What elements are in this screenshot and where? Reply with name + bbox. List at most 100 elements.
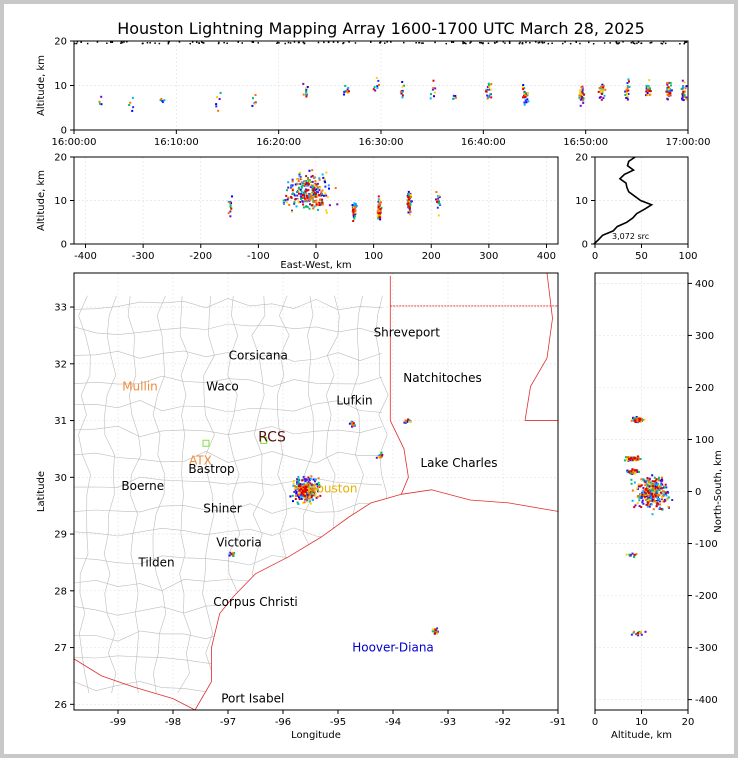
source-point: [631, 472, 634, 474]
source-point: [306, 182, 309, 185]
source-point: [636, 487, 639, 490]
source-point: [547, 42, 550, 45]
source-point: [490, 96, 493, 99]
source-point: [651, 513, 654, 516]
source-point: [438, 201, 441, 204]
source-point: [645, 488, 647, 491]
source-point: [286, 189, 288, 192]
source-point: [406, 200, 409, 203]
source-point: [644, 497, 647, 500]
source-point: [307, 189, 310, 192]
source-point: [647, 504, 650, 506]
source-point: [670, 84, 672, 87]
source-point: [304, 480, 307, 483]
source-point: [283, 202, 285, 205]
source-point: [308, 181, 311, 184]
source-point: [377, 214, 380, 217]
source-point: [637, 485, 640, 488]
place-label-corpus-christi: Corpus Christi: [213, 595, 298, 609]
source-point: [304, 478, 307, 481]
source-point: [525, 101, 528, 104]
source-point: [310, 486, 313, 489]
source-point: [655, 491, 657, 494]
source-point: [660, 507, 663, 510]
source-point: [76, 41, 79, 43]
source-point: [300, 181, 303, 184]
source-point: [683, 95, 686, 98]
source-point: [640, 418, 643, 421]
source-point: [376, 85, 379, 88]
source-point: [654, 485, 657, 488]
source-point: [304, 487, 306, 490]
source-point: [308, 497, 311, 500]
source-point: [302, 41, 305, 44]
source-point: [485, 88, 488, 91]
source-point: [637, 456, 640, 459]
source-point: [409, 203, 412, 206]
source-point: [321, 201, 324, 204]
source-point: [303, 184, 306, 187]
source-point: [301, 479, 304, 482]
source-point: [287, 186, 290, 189]
y-tick-label: 30: [54, 473, 67, 484]
source-point: [649, 500, 652, 502]
source-point: [454, 95, 457, 97]
y-tick-label: 100: [695, 435, 714, 446]
source-point: [80, 41, 82, 43]
source-point: [196, 41, 198, 44]
source-point: [297, 180, 300, 182]
source-point: [347, 86, 350, 89]
source-point: [120, 42, 122, 44]
source-point: [291, 180, 294, 183]
x-tick-label: 10: [635, 717, 648, 728]
source-point: [304, 205, 307, 208]
source-point: [407, 193, 409, 196]
source-point: [309, 482, 312, 485]
source-point: [496, 41, 498, 43]
source-point: [523, 101, 526, 104]
source-point: [661, 496, 664, 499]
source-point: [681, 92, 684, 95]
source-point: [433, 91, 436, 94]
source-point: [379, 212, 381, 215]
source-point: [636, 417, 638, 420]
source-point: [578, 96, 581, 99]
source-point: [683, 90, 686, 93]
source-point: [291, 494, 294, 497]
source-point: [304, 491, 307, 493]
source-point: [316, 495, 319, 498]
source-point: [324, 185, 327, 188]
source-point: [628, 86, 631, 88]
source-point: [290, 186, 292, 189]
source-point: [332, 41, 335, 43]
source-point: [642, 487, 645, 489]
source-point: [680, 88, 683, 90]
source-point: [685, 98, 688, 101]
source-point: [123, 41, 125, 43]
source-point: [683, 42, 685, 45]
source-point: [285, 201, 288, 204]
source-point: [191, 41, 194, 43]
source-point: [146, 42, 149, 44]
source-point: [643, 488, 646, 491]
source-point: [631, 489, 634, 492]
source-point: [313, 177, 315, 179]
source-point: [311, 204, 313, 207]
source-point: [582, 101, 585, 104]
source-point: [661, 43, 664, 45]
source-point: [343, 93, 345, 96]
source-point: [408, 419, 411, 422]
source-point: [229, 204, 232, 207]
source-point: [522, 96, 524, 99]
source-point: [310, 175, 313, 178]
source-point: [445, 42, 447, 45]
source-point: [652, 483, 655, 486]
source-point: [409, 420, 412, 423]
source-point: [307, 476, 310, 479]
source-point: [352, 209, 354, 212]
x-tick-label: 20: [682, 717, 695, 728]
source-point: [628, 456, 631, 459]
source-point: [252, 41, 255, 43]
source-point: [308, 478, 311, 481]
source-point: [647, 492, 650, 495]
